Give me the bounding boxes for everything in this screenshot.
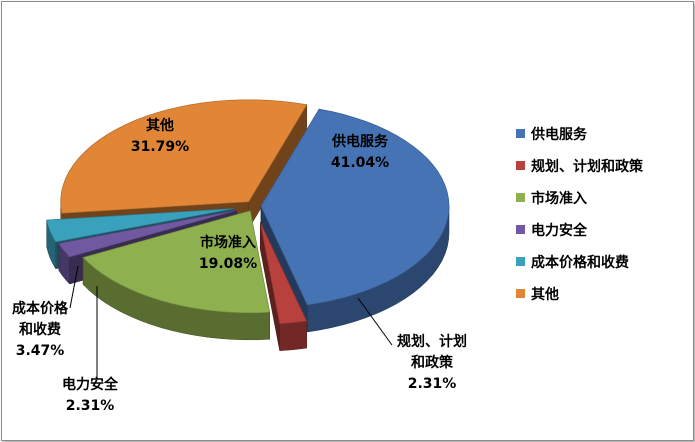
slice-top [46,208,234,243]
legend-item: 成本价格和收费 [516,254,629,271]
data-label: 成本价格和收费 3.47% [12,300,69,359]
legend-label: 成本价格和收费 [531,254,629,271]
legend-label: 市场准入 [531,190,587,207]
data-label: 供电服务 41.04% [331,133,389,171]
legend-label: 其他 [531,286,559,303]
slice-规划、计划和政策 [259,222,308,351]
data-label: 电力安全 2.31% [62,376,119,414]
legend-label: 规划、计划和政策 [531,158,644,175]
legend-swatch [516,129,525,138]
slice-top [82,210,271,314]
data-label: 规划、计划和政策 2.31% [397,333,467,392]
legend-item: 其他 [516,286,559,303]
legend-item: 市场准入 [516,190,587,207]
leader-line [69,265,79,309]
data-label: 其他 31.79% [131,117,189,155]
legend-swatch [516,289,525,298]
legend-item: 规划、计划和政策 [516,158,644,175]
slice-top [260,108,450,306]
legend-swatch [516,161,525,170]
data-labels: 供电服务 41.04% 规划、计划和政策 2.31% 市场准入 19.08% 电力安全 2.3… [12,117,467,414]
leader-line [357,297,393,346]
legend-item: 供电服务 [516,126,588,143]
slice-top [259,222,308,325]
legend-label: 电力安全 [531,222,588,239]
legend-label: 供电服务 [530,126,588,143]
slice-供电服务 [260,108,450,333]
data-label: 市场准入 19.08% [199,234,257,272]
slice-top [60,99,308,214]
pie-slices [46,99,450,351]
legend-item: 电力安全 [516,222,588,239]
slice-outer-wall [279,320,307,351]
legend-swatch [516,193,525,202]
slice-市场准入 [82,210,271,341]
legend-swatch [516,225,525,234]
slice-top [58,209,237,258]
leader-lines [69,265,393,378]
legend-swatch [516,257,525,266]
